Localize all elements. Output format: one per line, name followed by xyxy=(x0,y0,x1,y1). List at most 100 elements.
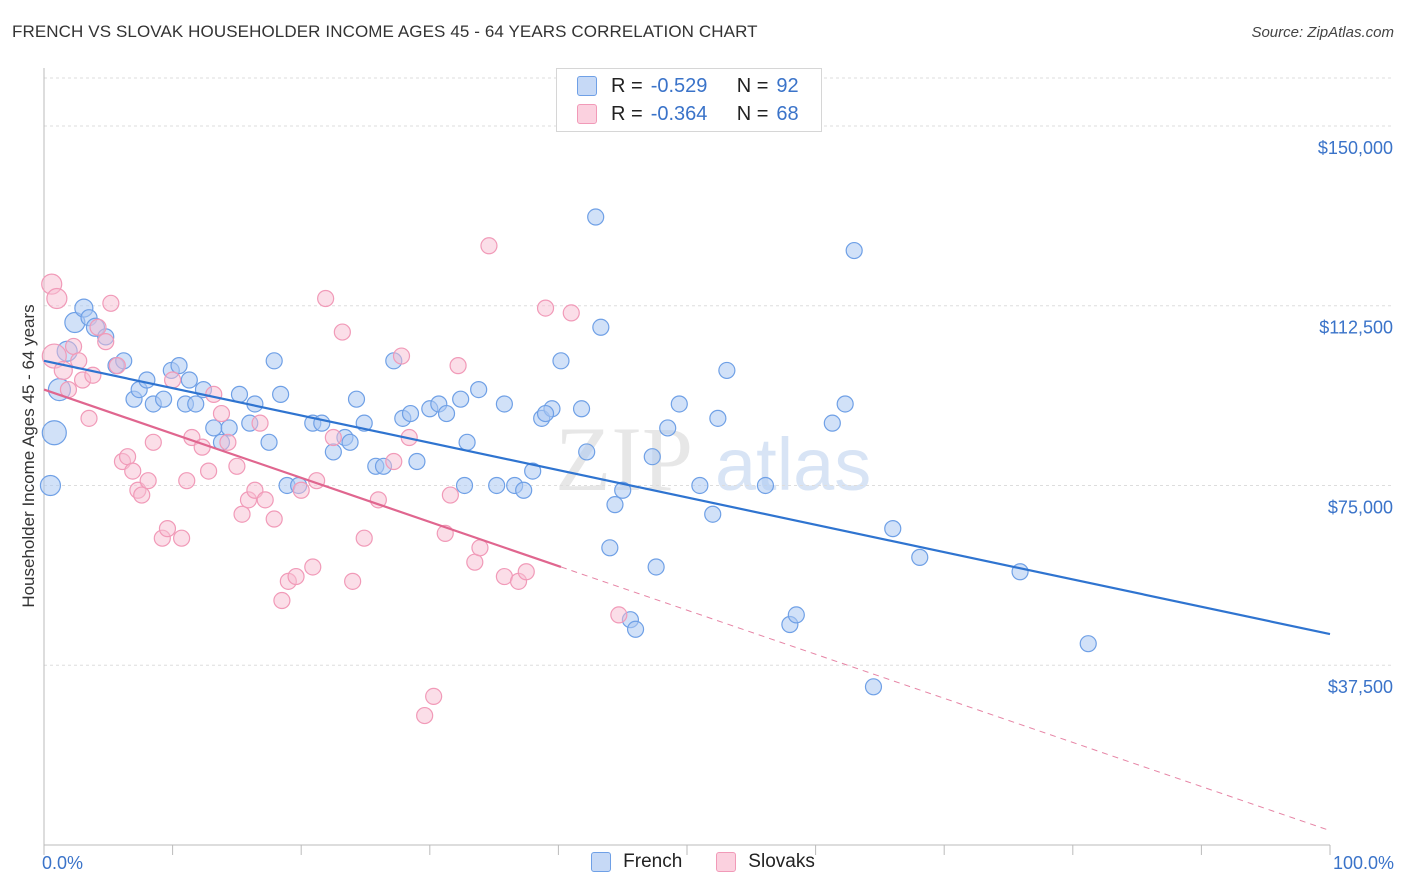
slovaks-point xyxy=(610,606,628,624)
slovaks-point xyxy=(212,404,231,423)
french-point xyxy=(864,678,883,696)
correlation-legend: R = -0.529 N = 92 R = -0.364 N = 68 xyxy=(556,68,822,132)
slovaks-point xyxy=(304,558,322,576)
french-point xyxy=(220,419,238,437)
slovaks-point xyxy=(416,706,434,725)
slovaks-point xyxy=(133,486,151,504)
slovaks-point xyxy=(158,520,177,538)
r-value: -0.364 xyxy=(650,102,708,125)
r-value: -0.529 xyxy=(650,74,708,97)
slovaks-point xyxy=(124,462,142,480)
french-point xyxy=(845,241,863,260)
french-point xyxy=(524,462,542,480)
slovaks-point xyxy=(562,304,580,322)
french-point xyxy=(41,420,67,446)
slovaks-point xyxy=(425,687,443,705)
y-tick-label: $112,500 xyxy=(1319,318,1393,338)
french-point xyxy=(347,390,366,408)
slovaks-point xyxy=(466,553,484,571)
french-point xyxy=(606,496,624,514)
french-point xyxy=(515,481,533,499)
y-tick-label: $75,000 xyxy=(1328,497,1393,517)
y-tick-label: $150,000 xyxy=(1318,138,1393,158)
slovaks-point xyxy=(287,567,305,586)
x-tick-label: 0.0% xyxy=(42,853,83,873)
chart-title: FRENCH VS SLOVAK HOUSEHOLDER INCOME AGES… xyxy=(12,22,758,41)
french-point xyxy=(265,352,283,370)
slovaks-point xyxy=(355,529,373,547)
slovaks-point xyxy=(344,572,362,590)
slovaks-point xyxy=(97,333,115,351)
slovaks-point xyxy=(118,448,137,466)
points xyxy=(39,208,1097,725)
slovaks-point xyxy=(102,294,120,312)
french-point xyxy=(187,395,205,413)
slovaks-point xyxy=(385,452,403,471)
slovaks-point xyxy=(164,371,182,389)
french-swatch xyxy=(577,76,597,96)
slovaks-point xyxy=(273,591,291,610)
french-point xyxy=(170,357,188,375)
slovaks-point xyxy=(233,505,251,523)
y-axis-title: Householder Income Ages 45 - 64 years xyxy=(19,304,38,607)
n-label: N = xyxy=(736,74,769,97)
french-point xyxy=(592,318,610,336)
french-point xyxy=(458,433,476,451)
legend-row-french: R = -0.529 N = 92 xyxy=(577,73,799,99)
french-point xyxy=(154,390,173,408)
slovaks-point xyxy=(89,318,107,336)
slovaks-point xyxy=(178,472,196,490)
slovaks-trend-line xyxy=(43,388,562,569)
slovaks-point xyxy=(251,414,269,432)
slovaks-point xyxy=(324,428,342,447)
french-point xyxy=(1079,635,1097,653)
legend-row-slovaks: R = -0.364 N = 68 xyxy=(577,101,799,127)
french-point xyxy=(401,404,420,423)
french-point xyxy=(205,419,223,437)
slovaks-point xyxy=(317,289,335,308)
french-point xyxy=(670,395,688,413)
french-swatch xyxy=(591,852,612,872)
legend-item-slovaks[interactable]: Slovaks xyxy=(716,851,815,873)
french-point xyxy=(718,361,736,380)
french-point xyxy=(643,448,661,466)
slovaks-point xyxy=(144,433,162,451)
slovaks-point xyxy=(228,457,246,475)
french-point xyxy=(488,476,506,495)
french-point xyxy=(704,505,722,523)
french-point xyxy=(587,208,605,226)
slovaks-point xyxy=(108,357,126,375)
french-point xyxy=(709,409,727,427)
slovaks-point xyxy=(449,357,467,375)
legend-item-french[interactable]: French xyxy=(591,851,682,873)
slovaks-point xyxy=(80,409,98,427)
french-point xyxy=(601,539,619,557)
french-point xyxy=(324,443,342,461)
french-point xyxy=(272,385,290,403)
slovaks-point xyxy=(46,287,68,310)
source-note: Source: ZipAtlas.com xyxy=(1251,24,1394,41)
french-point xyxy=(836,395,854,413)
french-point xyxy=(626,620,645,638)
french-point xyxy=(39,474,62,497)
french-point xyxy=(341,433,359,451)
r-label: R = xyxy=(611,74,643,97)
axis-labels: $37,500 $75,000 $112,500 $150,000 0.0% 100.0%… xyxy=(19,138,1394,873)
french-point xyxy=(787,606,805,624)
slovaks-point xyxy=(219,433,237,451)
french-point xyxy=(180,371,198,389)
r-label: R = xyxy=(611,102,643,125)
slovaks-point xyxy=(205,385,223,403)
slovaks-point xyxy=(292,481,310,499)
french-point xyxy=(614,481,632,499)
french-point xyxy=(659,419,677,437)
french-point xyxy=(578,443,596,461)
y-tick-label: $37,500 xyxy=(1328,677,1393,697)
french-point xyxy=(138,371,156,389)
french-point xyxy=(911,548,929,566)
slovaks-point xyxy=(441,486,459,504)
slovaks-point xyxy=(200,462,218,480)
trend-lines xyxy=(43,359,1331,832)
slovaks-point xyxy=(536,299,555,317)
